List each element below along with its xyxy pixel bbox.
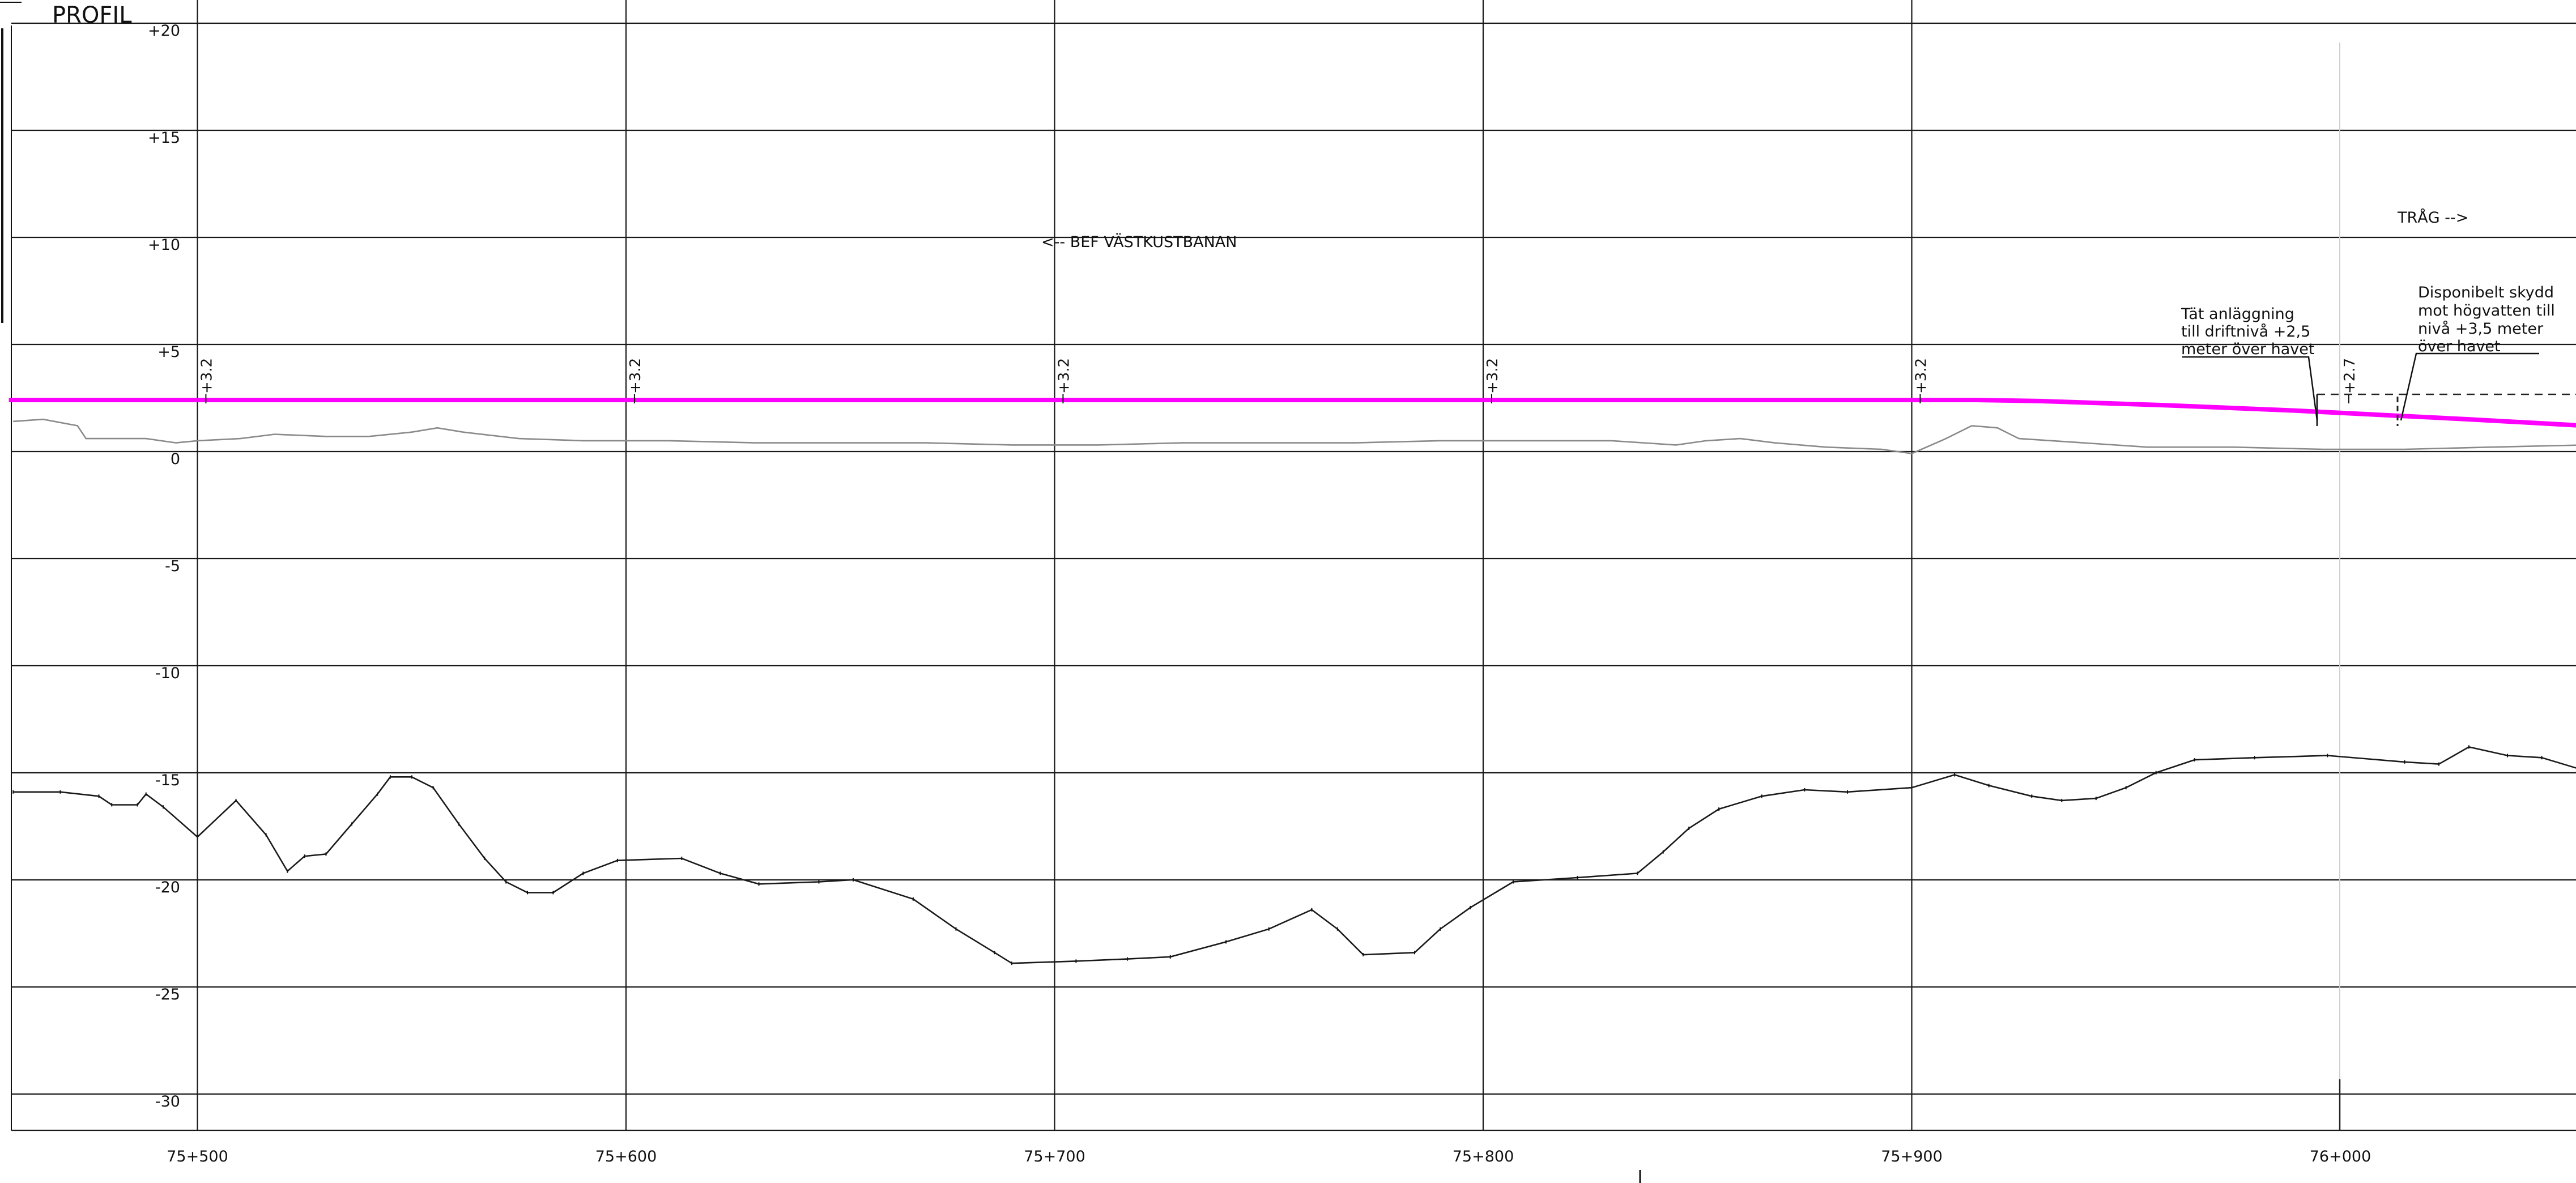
level-mark-label: +3.2 <box>627 358 644 394</box>
trag-label: TRÅG --> <box>2397 208 2468 227</box>
disponibelt-skydd-line-1: Disponibelt skydd <box>2418 284 2554 301</box>
tat-anlaggning-leader <box>2182 356 2318 421</box>
level-marks: +3.2 +3.2 +3.2 +3.2 +3.2 +2.7 <box>198 358 2358 403</box>
y-tick-label: +10 <box>148 236 180 254</box>
level-mark: +3.2 <box>1913 358 1930 403</box>
x-tick-label: 75+900 <box>1881 1148 1943 1165</box>
y-tick-label: -20 <box>155 879 180 896</box>
y-axis-labels: +20 +15 +10 +5 0 -5 -10 -15 -20 -25 -30 <box>148 22 180 1110</box>
design-level-line <box>8 398 2576 428</box>
level-mark: +2.7 <box>2341 358 2358 403</box>
level-mark: +3.2 <box>1055 358 1072 403</box>
disponibelt-skydd-line-2: mot högvatten till <box>2418 302 2555 320</box>
x-axis-labels: 75+500 75+600 75+700 75+800 75+900 76+000 <box>167 1148 2371 1165</box>
tat-anlaggning-note: Tät anläggning till driftnivå +2,5 meter… <box>2181 305 2314 358</box>
level-mark-label: +3.2 <box>198 358 215 394</box>
level-mark-label: +3.2 <box>1913 358 1930 394</box>
x-tick-label: 75+800 <box>1453 1148 1514 1165</box>
tat-anlaggning-line-1: Tät anläggning <box>2181 305 2294 323</box>
bef-vastkustbanan-label: <-- BEF VÄSTKUSTBANAN <box>1041 233 1237 251</box>
y-tick-label: +20 <box>148 22 180 40</box>
ground-profile-line <box>13 418 2576 454</box>
y-tick-label: -30 <box>155 1093 180 1110</box>
y-tick-label: -10 <box>155 665 180 682</box>
horizontal-gridlines <box>11 22 2576 1131</box>
disponibelt-skydd-leader <box>2400 352 2539 421</box>
tat-anlaggning-line-2: till driftnivå +2,5 <box>2181 323 2310 341</box>
level-mark: +3.2 <box>1484 358 1501 403</box>
seabed-survey-points <box>12 745 2543 965</box>
profile-title: PROFIL <box>52 2 132 28</box>
y-tick-label: -5 <box>165 558 180 575</box>
y-tick-label: +5 <box>157 343 180 361</box>
x-tick-label: 75+700 <box>1024 1148 1085 1165</box>
seabed-profile-line <box>13 746 2576 964</box>
y-tick-label: -25 <box>155 986 180 1003</box>
y-tick-label: -15 <box>155 772 180 789</box>
level-mark: +3.2 <box>198 358 215 403</box>
level-mark-label: +3.2 <box>1055 358 1072 394</box>
y-tick-label: +15 <box>148 129 180 147</box>
level-mark: +3.2 <box>627 358 644 403</box>
disponibelt-skydd-line-4: över havet <box>2418 338 2501 355</box>
level-mark-label: +3.2 <box>1484 358 1501 394</box>
x-tick-label: 75+600 <box>595 1148 657 1165</box>
tat-anlaggning-line-3: meter över havet <box>2181 341 2314 358</box>
x-tick-label: 76+000 <box>2310 1148 2371 1165</box>
disponibelt-skydd-note: Disponibelt skydd mot högvatten till niv… <box>2418 284 2555 355</box>
y-tick-label: 0 <box>171 450 180 468</box>
vertical-gridlines <box>197 0 1913 1130</box>
disponibelt-skydd-line-3: nivå +3,5 meter <box>2418 320 2544 338</box>
x-tick-label: 75+500 <box>167 1148 228 1165</box>
level-mark-label: +2.7 <box>2341 358 2358 394</box>
